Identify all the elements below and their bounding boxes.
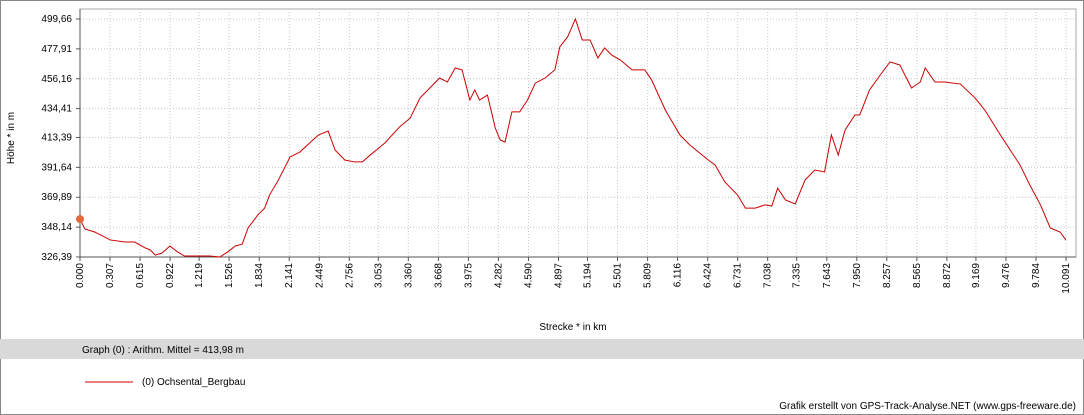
x-tick-label: 0.615 (135, 263, 146, 288)
credit: Grafik erstellt von GPS-Track-Analyse.NE… (779, 401, 1076, 412)
x-tick-label: 8.872 (942, 263, 953, 288)
x-tick-label: 9.476 (1001, 263, 1012, 288)
x-tick-label: 2.141 (284, 263, 295, 288)
x-tick-label: 0.922 (165, 263, 176, 288)
x-tick-label: 0.307 (105, 263, 116, 288)
x-tick-label: 3.360 (403, 263, 414, 288)
x-tick-label: 4.897 (553, 263, 564, 288)
start-marker (76, 215, 84, 224)
x-tick-label: 4.590 (523, 263, 534, 288)
y-axis-label: Höhe * in m (6, 112, 17, 164)
y-tick-label: 499,66 (41, 14, 72, 25)
x-tick-label: 5.501 (613, 263, 624, 288)
x-tick-label: 3.053 (373, 263, 384, 288)
x-tick-label: 6.731 (733, 263, 744, 288)
x-tick-label: 1.219 (194, 263, 205, 288)
y-tick-label: 391,64 (41, 162, 72, 173)
x-tick-label: 8.565 (912, 263, 923, 288)
x-tick-label: 9.169 (971, 263, 982, 288)
x-tick-label: 2.449 (314, 263, 325, 288)
elevation-line (79, 17, 1067, 258)
x-tick-label: 8.257 (882, 263, 893, 288)
y-tick-label: 369,89 (41, 192, 72, 203)
x-tick-label: 6.116 (673, 263, 684, 288)
x-tick-label: 5.809 (643, 263, 654, 288)
legend-label: (0) Ochsental_Bergbau (142, 377, 245, 388)
y-tick-label: 326,39 (41, 252, 72, 263)
y-tick-label: 477,91 (41, 44, 72, 55)
x-tick-label: 3.668 (433, 263, 444, 288)
y-tick-label: 434,41 (41, 104, 72, 115)
x-tick-label: 7.335 (792, 263, 803, 288)
x-tick-label: 7.038 (763, 263, 774, 288)
x-tick-label: 10.091 (1061, 263, 1072, 294)
x-tick-label: 1.834 (254, 263, 265, 288)
x-tick-label: 9.784 (1031, 263, 1042, 288)
x-tick-label: 7.950 (852, 263, 863, 288)
x-axis-label: Strecke * in km (539, 322, 606, 333)
x-tick-label: 4.282 (493, 263, 504, 288)
y-tick-label: 413,39 (41, 132, 72, 143)
x-tick-label: 5.194 (583, 263, 594, 288)
x-tick-label: 6.424 (703, 263, 714, 288)
x-tick-label: 7.643 (822, 263, 833, 288)
x-tick-label: 3.975 (463, 263, 474, 288)
y-tick-label: 348,14 (41, 222, 72, 233)
x-tick-label: 1.526 (224, 263, 235, 288)
summary-band (0, 339, 1084, 359)
summary: Graph (0) : Arithm. Mittel = 413,98 m (82, 345, 244, 356)
x-tick-label: 2.756 (344, 263, 355, 288)
x-tick-label: 0.000 (75, 263, 86, 288)
y-tick-label: 456,16 (41, 74, 72, 85)
